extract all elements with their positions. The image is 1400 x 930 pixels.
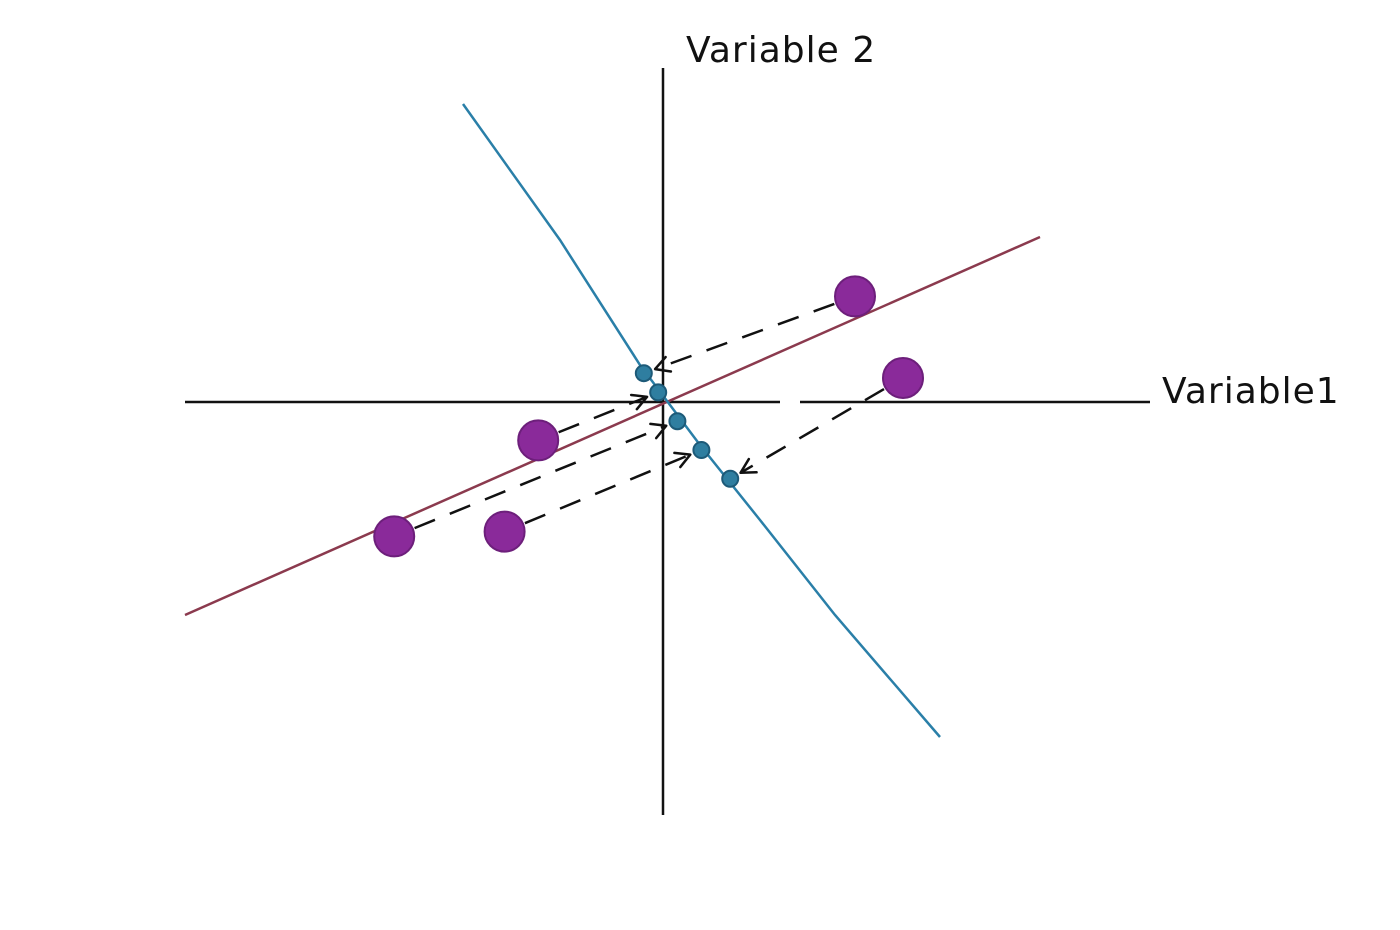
projected-point	[668, 412, 687, 431]
data-points	[373, 275, 924, 558]
projected-point	[634, 364, 653, 383]
projected-points	[634, 364, 740, 488]
arrow-head	[653, 355, 673, 373]
arrow-head	[739, 457, 758, 475]
data-point	[373, 515, 416, 558]
x-axis-label: Variable1	[1162, 371, 1340, 412]
projection-line	[524, 453, 691, 525]
data-point	[882, 357, 924, 399]
projected-point	[692, 441, 711, 459]
first-component-line	[184, 235, 1041, 617]
projection-line	[558, 395, 648, 434]
projection-line	[654, 302, 835, 371]
data-point	[483, 510, 526, 553]
projected-point	[721, 469, 740, 488]
projected-point	[649, 383, 668, 402]
arrow-head	[649, 422, 668, 440]
projection-line	[414, 424, 667, 530]
arrow-head	[629, 393, 649, 411]
y-axis-label: Variable 2	[686, 30, 876, 71]
data-point	[834, 275, 876, 318]
data-point	[517, 419, 560, 462]
projection-lines	[414, 302, 885, 530]
arrow-head	[673, 451, 692, 469]
projection-line	[739, 388, 885, 474]
